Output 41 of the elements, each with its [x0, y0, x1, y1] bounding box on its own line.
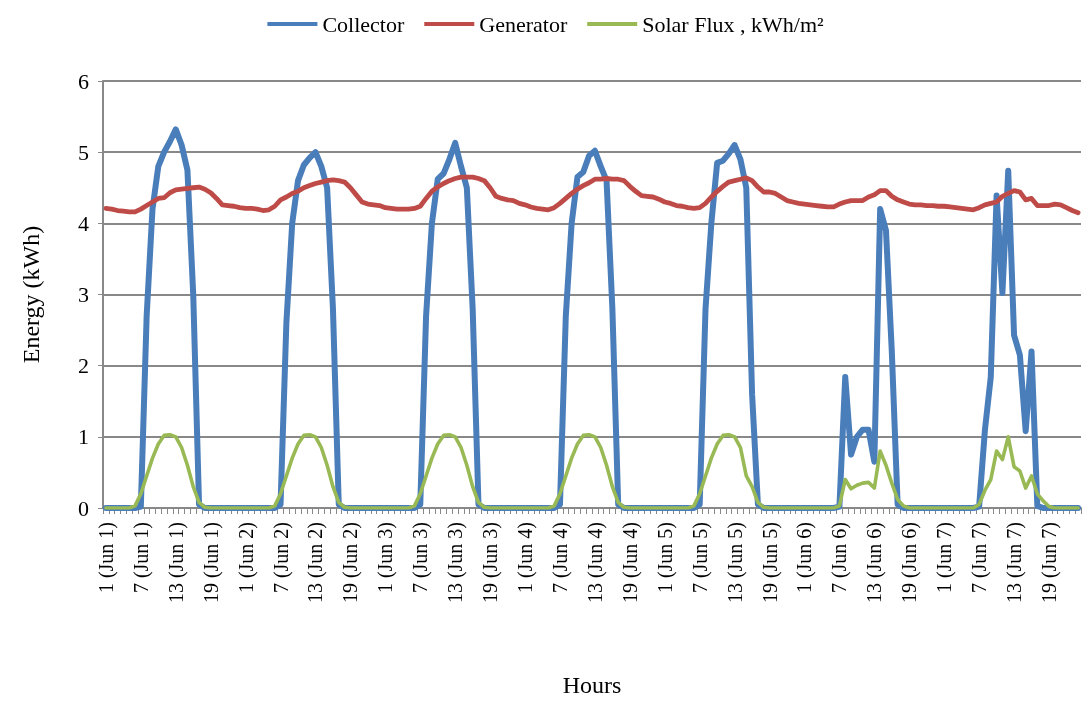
y-tick-label: 6	[78, 68, 89, 94]
x-tick-label: 19 (Jun 1)	[199, 522, 223, 604]
x-tick-label: 7 (Jun 1)	[129, 522, 153, 594]
x-tick-label: 1 (Jun 1)	[94, 522, 118, 594]
x-tick-label: 7 (Jun 7)	[968, 522, 992, 594]
x-tick-label: 1 (Jun 6)	[793, 522, 817, 594]
line-series	[103, 174, 1081, 216]
x-tick-label: 19 (Jun 6)	[898, 522, 922, 604]
legend-label: Generator	[479, 11, 568, 37]
x-tick-label: 1 (Jun 4)	[514, 522, 538, 594]
x-tick-label: 7 (Jun 3)	[409, 522, 433, 594]
x-tick-label: 7 (Jun 5)	[688, 522, 712, 594]
y-tick-label: 3	[78, 282, 89, 307]
x-tick-label: 19 (Jun 2)	[339, 522, 363, 604]
x-tick-label: 19 (Jun 3)	[479, 522, 503, 604]
x-tick-label: 7 (Jun 2)	[269, 522, 293, 594]
y-tick-label: 5	[78, 139, 89, 165]
x-tick-label: 13 (Jun 1)	[164, 522, 188, 604]
x-tick-label: 7 (Jun 6)	[828, 522, 852, 594]
legend-label: Collector	[322, 11, 405, 37]
y-tick-label: 2	[78, 353, 89, 379]
x-tick-label: 13 (Jun 6)	[863, 522, 887, 604]
x-tick-label: 13 (Jun 3)	[444, 522, 468, 604]
legend-label: Solar Flux , kWh/m²	[642, 11, 824, 37]
x-tick-label: 1 (Jun 5)	[653, 522, 677, 594]
x-tick-label: 13 (Jun 2)	[304, 522, 328, 604]
x-tick-label: 13 (Jun 4)	[583, 522, 607, 604]
x-tick-label: 1 (Jun 3)	[374, 522, 398, 594]
x-tick-label: 1 (Jun 2)	[234, 522, 258, 594]
x-axis-title: Hours	[562, 672, 622, 698]
x-tick-label: 13 (Jun 5)	[723, 522, 747, 604]
y-tick-label: 0	[78, 495, 89, 521]
y-tick-label: 4	[78, 210, 89, 236]
x-tick-label: 19 (Jun 7)	[1037, 522, 1061, 604]
x-tick-label: 19 (Jun 5)	[758, 522, 782, 604]
x-tick-label: 1 (Jun 7)	[933, 522, 957, 594]
y-tick-label: 1	[78, 424, 89, 450]
x-tick-label: 13 (Jun 7)	[1003, 522, 1027, 604]
y-axis-title: Energy (kWh)	[18, 225, 44, 364]
x-tick-label: 19 (Jun 4)	[618, 522, 642, 604]
x-tick-label: 7 (Jun 4)	[548, 522, 572, 594]
